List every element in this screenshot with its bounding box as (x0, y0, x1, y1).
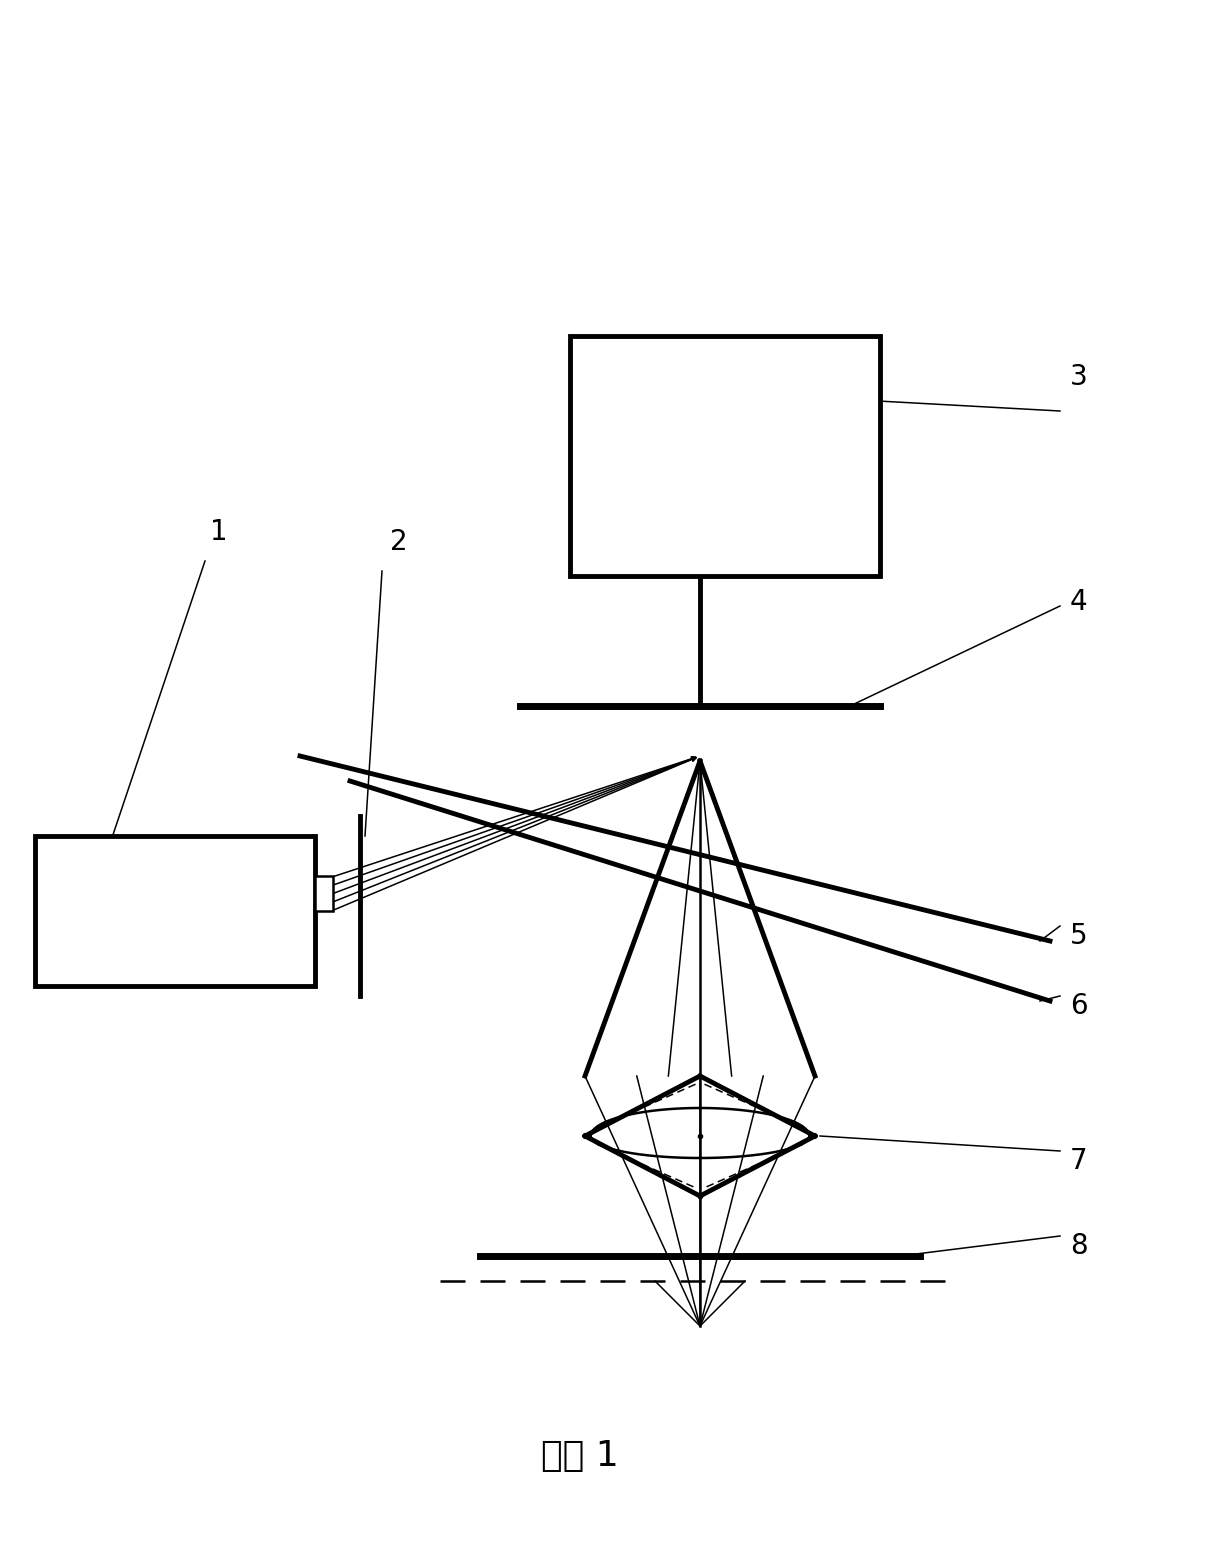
Text: 1: 1 (209, 518, 228, 546)
Text: 2: 2 (391, 527, 408, 555)
Text: 4: 4 (1071, 588, 1088, 616)
Text: 附图 1: 附图 1 (541, 1439, 618, 1474)
Text: 8: 8 (1071, 1232, 1088, 1260)
Bar (315, 876, 333, 910)
Bar (570, 336, 880, 576)
Text: 3: 3 (1071, 363, 1088, 391)
Text: 7: 7 (1071, 1147, 1088, 1175)
Text: 5: 5 (1071, 923, 1088, 951)
Bar (34, 836, 315, 987)
Text: 6: 6 (1071, 993, 1088, 1021)
